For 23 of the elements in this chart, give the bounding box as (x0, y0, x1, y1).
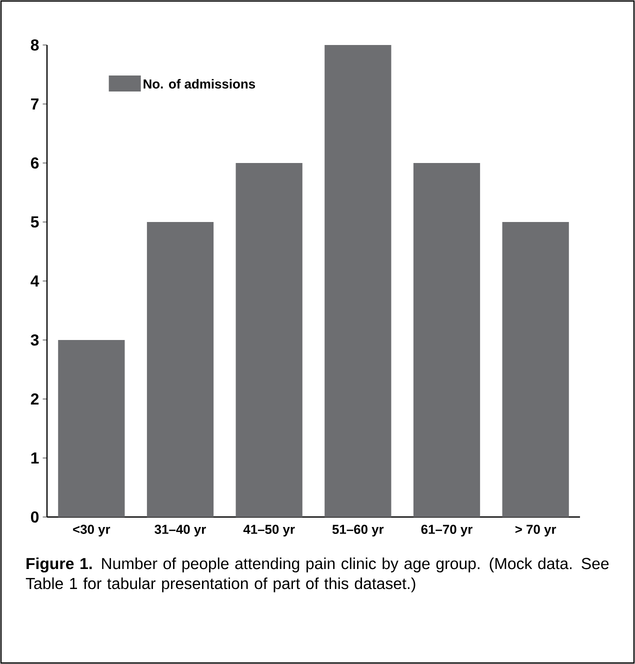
x-tick-label: > 70 yr (515, 524, 556, 536)
bar (58, 340, 125, 517)
x-tick-label: 31–40 yr (154, 524, 206, 536)
y-tick-label: 5 (30, 216, 39, 228)
x-tick-label: <30 yr (73, 524, 110, 536)
y-tick-label: 2 (30, 393, 39, 405)
bar (502, 222, 569, 517)
x-tick-label: 41–50 yr (243, 524, 295, 536)
bar (236, 162, 302, 517)
y-tick-label: 6 (30, 157, 39, 169)
y-tick-label: 4 (30, 276, 40, 286)
y-tick-label: 7 (31, 98, 39, 110)
y-tick-label: 8 (30, 39, 39, 51)
bar (146, 222, 214, 517)
bar (413, 162, 480, 517)
y-tick-label: 1 (31, 452, 39, 464)
y-tick-label: 3 (30, 334, 39, 346)
x-tick-label: 61–70 yr (421, 524, 472, 536)
y-tick-label: 0 (30, 511, 39, 523)
text: Figure 1. Number of people attending pain clinic by age group. (Mock data. See Table 1 for tabular presentation of part of this dataset.) (26, 558, 609, 592)
x-tick-label: 51–60 yr (332, 524, 384, 536)
legend-label: No. of admissions (144, 79, 256, 89)
bar (324, 44, 392, 517)
